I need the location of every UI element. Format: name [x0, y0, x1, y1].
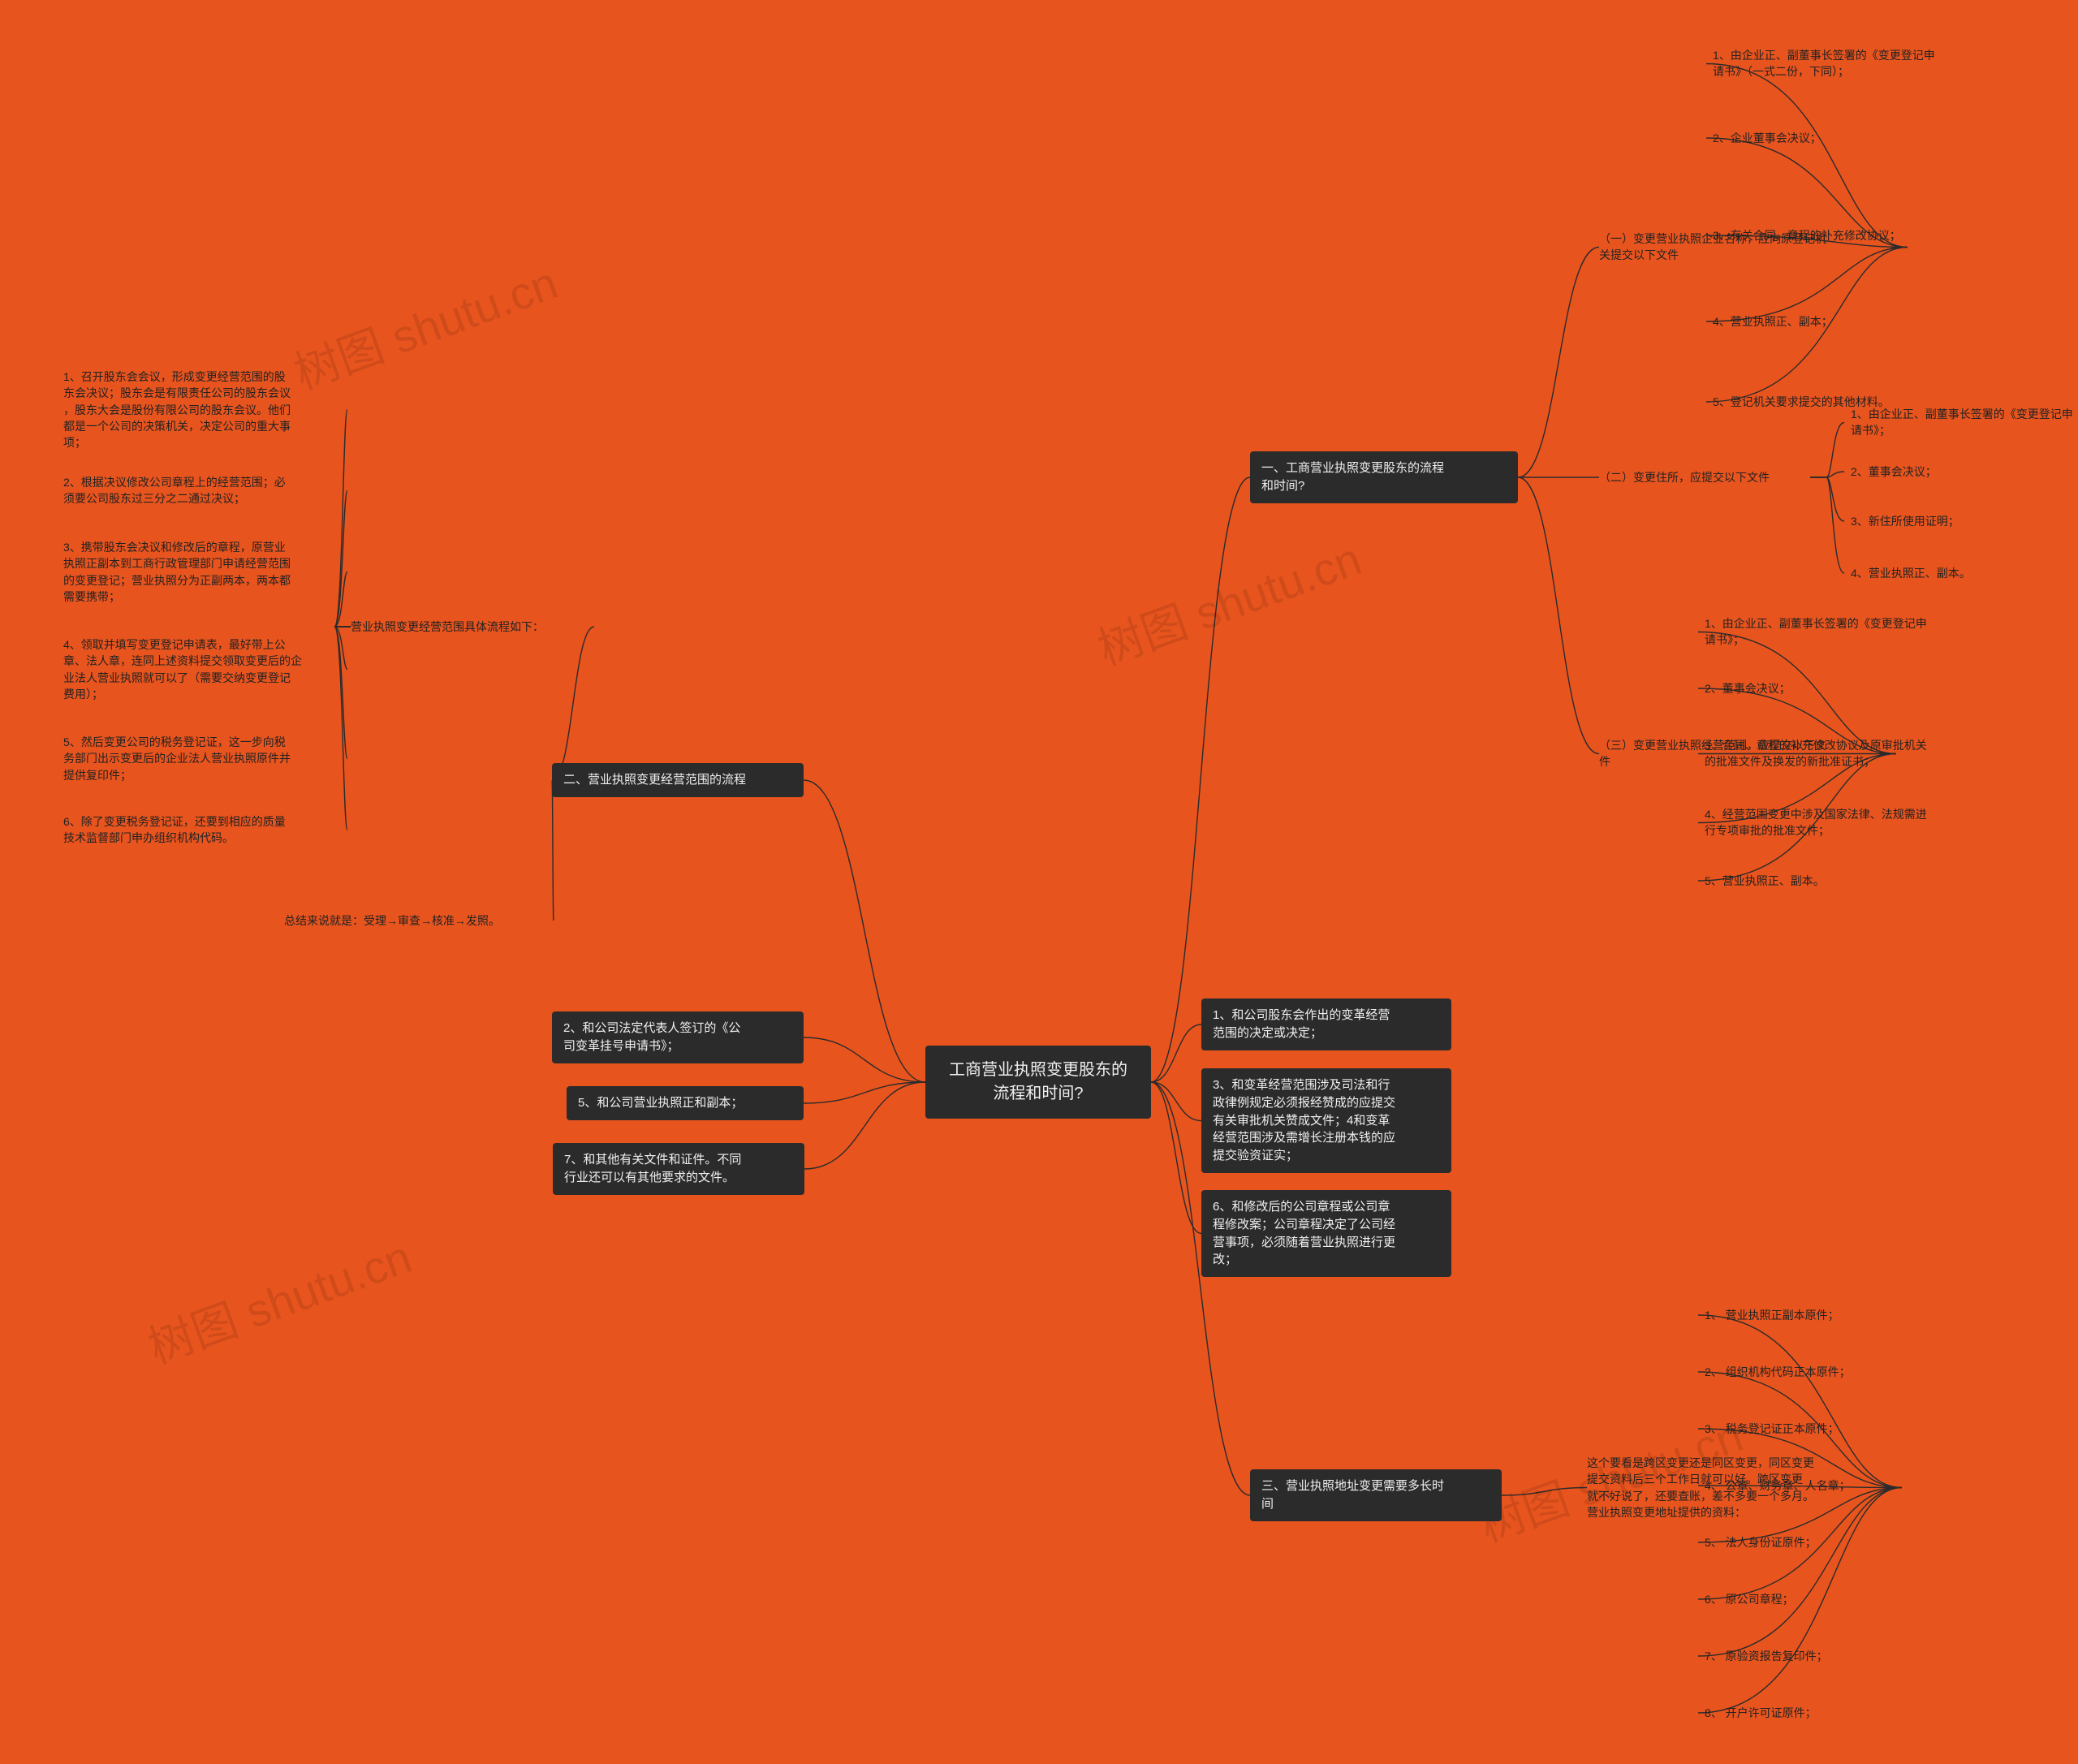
leaf-r1c4: 4、经营范围变更中涉及国家法律、法规需进 行专项审批的批准文件； [1705, 806, 1989, 839]
leaf-r1b: （二）变更住所，应提交以下文件 [1599, 469, 1810, 485]
leaf-l1a4: 4、领取并填写变更登记申请表，最好带上公 章、法人章，连同上述资料提交领取变更后… [63, 636, 341, 702]
leaf-r1a4: 4、营业执照正、副本； [1713, 313, 2005, 330]
leaf-r5a3: 3、 税务登记证正本原件； [1705, 1421, 1948, 1437]
leaf-l1a6: 6、除了变更税务登记证，还要到相应的质量 技术监督部门申办组织机构代码。 [63, 813, 341, 847]
node-r5[interactable]: 三、营业执照地址变更需要多长时 间 [1250, 1469, 1502, 1521]
leaf-r1a2: 2、企业董事会决议； [1713, 130, 2005, 146]
leaf-r5a6: 6、 原公司章程； [1705, 1591, 1948, 1607]
node-l4[interactable]: 7、和其他有关文件和证件。不同 行业还可以有其他要求的文件。 [553, 1143, 804, 1195]
leaf-r1c3: 3、合同、章程的补充修改协议及原审批机关 的批准文件及换发的新批准证书； [1705, 737, 1989, 770]
node-r4[interactable]: 6、和修改后的公司章程或公司章 程修改案；公司章程决定了公司经 营事项，必须随着… [1201, 1190, 1451, 1277]
leaf-l1a5: 5、然后变更公司的税务登记证，这一步向税 务部门出示变更后的企业法人营业执照原件… [63, 734, 341, 783]
leaf-r1c2: 2、董事会决议； [1705, 680, 1989, 697]
node-l3[interactable]: 5、和公司营业执照正和副本； [567, 1086, 804, 1120]
node-l2[interactable]: 2、和公司法定代表人签订的《公 司变革挂号申请书》； [552, 1011, 804, 1063]
leaf-r1a1: 1、由企业正、副董事长签署的《变更登记申 请书》（一式二份，下同）； [1713, 47, 2005, 80]
leaf-r1b4: 4、营业执照正、副本。 [1851, 565, 2078, 581]
leaf-l1a: 营业执照变更经营范围具体流程如下： [351, 619, 594, 635]
node-c0[interactable]: 工商营业执照变更股东的 流程和时间? [925, 1046, 1151, 1119]
leaf-l1a3: 3、携带股东会决议和修改后的章程，原营业 执照正副本到工商行政管理部门申请经营范… [63, 539, 341, 605]
node-l1[interactable]: 二、营业执照变更经营范围的流程 [552, 763, 804, 797]
leaf-l1b: 总结来说就是：受理→审查→核准→发照。 [284, 912, 554, 929]
leaf-r1c5: 5、营业执照正、副本。 [1705, 873, 1989, 889]
node-r1[interactable]: 一、工商营业执照变更股东的流程 和时间? [1250, 451, 1518, 503]
leaf-r1a3: 3、有关合同、章程的补充修改协议； [1713, 227, 2005, 244]
leaf-r1b3: 3、新住所使用证明； [1851, 513, 2078, 529]
leaf-r5a4: 4、 公章、财务章、人名章； [1705, 1477, 1948, 1494]
node-r2[interactable]: 1、和公司股东会作出的变革经营 范围的决定或决定； [1201, 998, 1451, 1050]
leaf-r5a2: 2、 组织机构代码正本原件； [1705, 1364, 1948, 1380]
leaf-l1a2: 2、根据决议修改公司章程上的经营范围；必 须要公司股东过三分之二通过决议； [63, 474, 341, 507]
leaf-r5a5: 5、 法人身份证原件； [1705, 1534, 1948, 1551]
leaf-r1b2: 2、董事会决议； [1851, 464, 2078, 480]
watermark-2: 树图 shutu.cn [1088, 523, 1369, 679]
watermark-0: 树图 shutu.cn [138, 1221, 420, 1377]
node-r3[interactable]: 3、和变革经营范围涉及司法和行 政律例规定必须报经赞成的应提交 有关审批机关赞成… [1201, 1068, 1451, 1173]
leaf-r5a1: 1、 营业执照正副本原件； [1705, 1307, 1948, 1323]
leaf-r5a8: 8、 开户许可证原件； [1705, 1705, 1948, 1721]
leaf-r1b1: 1、由企业正、副董事长签署的《变更登记申 请书》； [1851, 406, 2078, 439]
leaf-r5a7: 7、 原验资报告复印件； [1705, 1648, 1948, 1664]
leaf-r1c1: 1、由企业正、副董事长签署的《变更登记申 请书》； [1705, 615, 1989, 649]
leaf-l1a1: 1、召开股东会会议，形成变更经营范围的股 东会决议；股东会是有限责任公司的股东会… [63, 369, 341, 451]
